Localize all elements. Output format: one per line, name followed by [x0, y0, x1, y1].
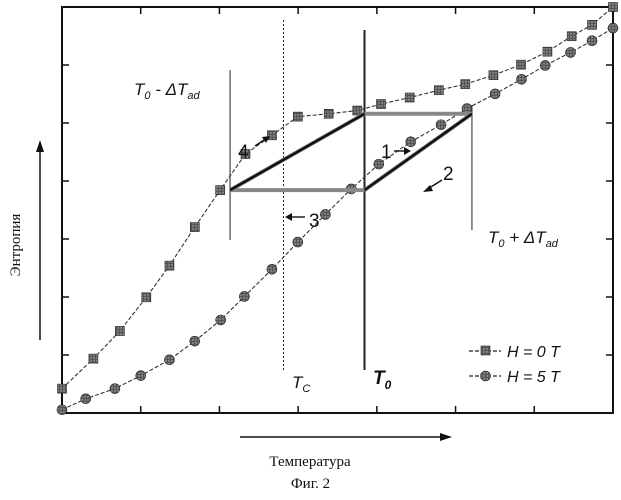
series-h5-point — [406, 137, 416, 147]
svg-text:T0 + ΔTad: T0 + ΔTad — [488, 228, 559, 250]
series-h0-point — [324, 109, 333, 118]
legend-h0-text: H = 0 T — [507, 344, 561, 361]
x-axis-arrowhead — [440, 433, 452, 441]
series-h0-point — [377, 100, 386, 109]
series-h5-point — [164, 355, 174, 365]
series-h5-point — [57, 405, 67, 415]
series-h0-point — [190, 223, 199, 232]
series-h5-point — [436, 120, 446, 130]
series-h0-point — [461, 80, 470, 89]
series-h0-point — [89, 354, 98, 363]
series-h0-point — [434, 86, 443, 95]
series-h5-point — [81, 394, 91, 404]
y-axis-label: Энтропия — [8, 214, 24, 277]
series-h0-point — [489, 71, 498, 80]
series-h0-point — [405, 93, 414, 102]
step-2-label: 2 — [443, 164, 454, 185]
y-axis-arrowhead — [36, 140, 44, 152]
series-h5-point — [320, 209, 330, 219]
step-4-label: 4 — [238, 142, 249, 163]
legend: H = 0 T H = 5 T — [469, 344, 561, 386]
svg-text:TC: TC — [292, 373, 310, 395]
series-h5-point — [587, 36, 597, 46]
series-h0-point — [115, 326, 124, 335]
series-h5-point — [110, 384, 120, 394]
step-3-arrowhead — [285, 213, 292, 221]
series-h0-line — [62, 7, 613, 389]
t0-plus-label: T0 + ΔTad — [488, 228, 559, 250]
series-h0-point — [588, 20, 597, 29]
series-h0-point — [216, 186, 225, 195]
step-1-label: 1 — [381, 142, 392, 163]
series-h0-point — [267, 131, 276, 140]
t0-minus-label: T0 - ΔTad — [134, 80, 201, 102]
series-h5-point — [136, 371, 146, 381]
series-h0-point — [609, 3, 618, 12]
series-h5-point — [517, 74, 527, 84]
vertical-reference-lines — [230, 20, 472, 370]
series-h5-point — [540, 60, 550, 70]
t0-label: T0 — [373, 368, 392, 392]
series-h5-point — [239, 291, 249, 301]
cycle-path — [230, 114, 472, 190]
figure-caption: Фиг. 2 — [0, 476, 621, 493]
legend-h5-text: H = 5 T — [507, 369, 561, 386]
series-h0-point — [543, 47, 552, 56]
step-3-label: 3 — [309, 211, 320, 232]
series-h0-point — [58, 384, 67, 393]
series-h0-point — [516, 60, 525, 69]
series-h0-point — [567, 32, 576, 41]
legend-circle-marker — [481, 371, 491, 381]
step-1-arrowhead — [404, 147, 411, 155]
svg-text:T0 - ΔTad: T0 - ΔTad — [134, 80, 201, 102]
series-h5-point — [566, 47, 576, 57]
series-h5-point — [608, 23, 618, 33]
x-axis-label: Температура — [269, 454, 351, 470]
series-h5-point — [216, 315, 226, 325]
series-h5-point — [490, 89, 500, 99]
series-h0-point — [353, 106, 362, 115]
tc-label: TC — [292, 373, 310, 395]
legend-square-marker — [481, 346, 490, 355]
series-h5-point — [293, 237, 303, 247]
series-h5-point — [267, 264, 277, 274]
series-h5-point — [190, 336, 200, 346]
svg-text:T0: T0 — [373, 368, 392, 392]
series-h0-point — [293, 112, 302, 121]
series-h0-point — [165, 261, 174, 270]
series-h0-point — [142, 293, 151, 302]
